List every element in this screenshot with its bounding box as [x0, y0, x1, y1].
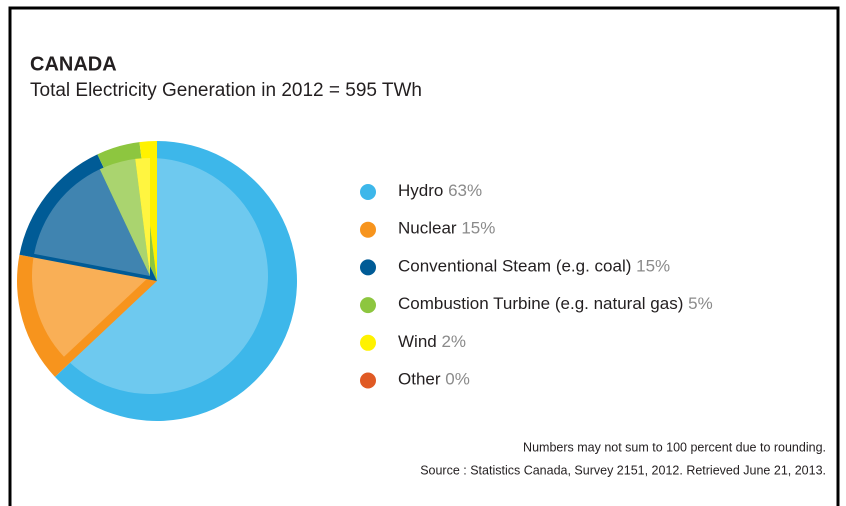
legend-swatch [360, 334, 376, 351]
legend-label: Wind 2% [398, 332, 466, 351]
legend-swatch [360, 259, 376, 276]
note: Source : Statistics Canada, Survey 2151,… [420, 463, 826, 477]
data-label: 63% [448, 181, 482, 200]
legend-name: Combustion Turbine (e.g. natural gas) [398, 295, 683, 314]
legend-swatch [360, 221, 376, 238]
legend-name: Wind [398, 332, 437, 351]
data-label: 15% [636, 257, 670, 276]
legend-swatch [360, 184, 376, 200]
data-label: 0% [445, 370, 470, 389]
chart-title: CANADA [30, 53, 117, 75]
pie-slice-inner [135, 158, 150, 276]
legend-label: Other 0% [398, 370, 470, 389]
legend-name: Hydro [398, 181, 443, 200]
legend-label: Hydro 63% [398, 181, 482, 200]
pie-slice-inner [63, 158, 269, 394]
legend-name: Nuclear [398, 219, 457, 238]
pie-slice-inner [34, 169, 150, 276]
data-label: 5% [688, 295, 713, 314]
data-label: 15% [461, 219, 495, 238]
legend-name: Other [398, 370, 441, 389]
pie-slice-inner [32, 253, 150, 357]
data-label: 2% [441, 332, 466, 351]
legend-label: Conventional Steam (e.g. coal) 15% [398, 257, 670, 276]
legend-label: Combustion Turbine (e.g. natural gas) 5% [398, 295, 713, 314]
legend-name: Conventional Steam (e.g. coal) [398, 257, 631, 276]
chart-subtitle: Total Electricity Generation in 2012 = 5… [30, 80, 422, 101]
legend-swatch [360, 297, 376, 314]
legend-label: Nuclear 15% [398, 219, 495, 238]
pie-slice-inner [99, 158, 150, 276]
legend-swatch [360, 372, 376, 389]
note: Numbers may not sum to 100 percent due t… [523, 440, 826, 454]
frame [8, 6, 840, 506]
